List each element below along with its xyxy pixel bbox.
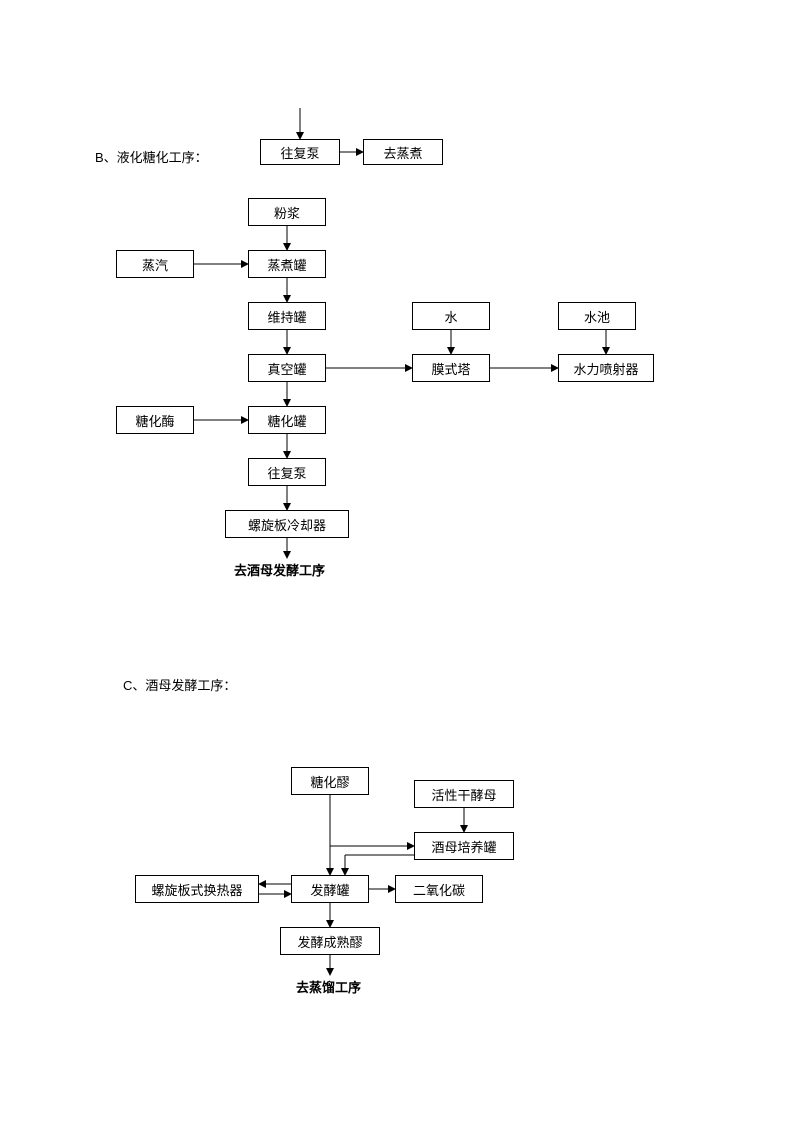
box-membrane: 膜式塔	[412, 354, 490, 382]
text-culttank: 酒母培养罐	[431, 837, 496, 856]
box-tosteaming: 去蒸煮	[363, 139, 443, 165]
box-slurry: 粉浆	[248, 198, 326, 226]
box-ferment: 发酵罐	[291, 875, 369, 903]
text-membrane: 膜式塔	[431, 359, 470, 378]
box-sacctank: 糖化罐	[248, 406, 326, 434]
section-c-out: 去蒸馏工序	[296, 977, 361, 996]
text-mash: 糖化醪	[310, 772, 349, 791]
box-mash: 糖化醪	[291, 767, 369, 795]
text-cooler: 螺旋板冷却器	[248, 515, 326, 534]
box-water: 水	[412, 302, 490, 330]
text-holdtank: 维持罐	[267, 307, 306, 326]
text-pump1: 往复泵	[280, 143, 319, 162]
box-pump1: 往复泵	[260, 139, 340, 165]
box-pool: 水池	[558, 302, 636, 330]
text-pump2: 往复泵	[267, 463, 306, 482]
box-steamtank: 蒸煮罐	[248, 250, 326, 278]
text-vactank: 真空罐	[267, 359, 306, 378]
box-dryyeast: 活性干酵母	[414, 780, 514, 808]
text-steamtank: 蒸煮罐	[267, 255, 306, 274]
text-hx: 螺旋板式换热器	[151, 880, 242, 899]
box-culttank: 酒母培养罐	[414, 832, 514, 860]
text-steam: 蒸汽	[142, 255, 168, 274]
text-tosteaming: 去蒸煮	[383, 143, 422, 162]
text-sacctank: 糖化罐	[267, 411, 306, 430]
box-steam: 蒸汽	[116, 250, 194, 278]
text-ferment: 发酵罐	[310, 880, 349, 899]
box-cooler: 螺旋板冷却器	[225, 510, 349, 538]
box-holdtank: 维持罐	[248, 302, 326, 330]
text-mature: 发酵成熟醪	[297, 932, 362, 951]
section-b-title: B、液化糖化工序：	[95, 147, 208, 166]
box-enzyme: 糖化酶	[116, 406, 194, 434]
section-b-out: 去酒母发酵工序	[234, 560, 325, 579]
box-hx: 螺旋板式换热器	[135, 875, 259, 903]
text-co2: 二氧化碳	[413, 880, 465, 899]
text-water: 水	[444, 307, 457, 326]
box-vactank: 真空罐	[248, 354, 326, 382]
section-c-title: C、酒母发酵工序：	[123, 675, 236, 694]
text-enzyme: 糖化酶	[135, 411, 174, 430]
box-pump2: 往复泵	[248, 458, 326, 486]
text-pool: 水池	[584, 307, 610, 326]
arrows-layer	[0, 0, 800, 1132]
text-slurry: 粉浆	[274, 203, 300, 222]
box-co2: 二氧化碳	[395, 875, 483, 903]
text-ejector: 水力喷射器	[573, 359, 638, 378]
text-dryyeast: 活性干酵母	[431, 785, 496, 804]
box-mature: 发酵成熟醪	[280, 927, 380, 955]
box-ejector: 水力喷射器	[558, 354, 654, 382]
